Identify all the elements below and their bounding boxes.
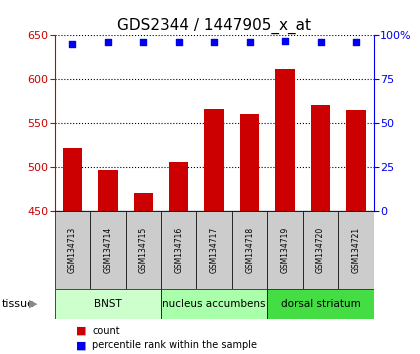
Point bbox=[176, 40, 182, 45]
Bar bbox=[63, 148, 82, 211]
Text: GSM134720: GSM134720 bbox=[316, 227, 325, 273]
FancyBboxPatch shape bbox=[161, 289, 268, 319]
FancyBboxPatch shape bbox=[55, 289, 161, 319]
Text: ■: ■ bbox=[76, 326, 86, 336]
Text: tissue: tissue bbox=[2, 298, 35, 309]
Text: nucleus accumbens: nucleus accumbens bbox=[163, 298, 266, 309]
Bar bbox=[134, 193, 153, 211]
FancyBboxPatch shape bbox=[303, 211, 339, 289]
Point bbox=[211, 40, 218, 45]
Text: BNST: BNST bbox=[94, 298, 122, 309]
Point bbox=[140, 40, 147, 45]
FancyBboxPatch shape bbox=[90, 211, 126, 289]
Bar bbox=[346, 110, 366, 211]
FancyBboxPatch shape bbox=[197, 211, 232, 289]
Text: GSM134714: GSM134714 bbox=[103, 227, 112, 273]
Point bbox=[282, 38, 289, 44]
Text: GSM134718: GSM134718 bbox=[245, 227, 254, 273]
Bar bbox=[98, 170, 118, 211]
Bar bbox=[205, 109, 224, 211]
FancyBboxPatch shape bbox=[268, 211, 303, 289]
Text: percentile rank within the sample: percentile rank within the sample bbox=[92, 340, 257, 350]
Bar bbox=[311, 105, 331, 211]
Text: GSM134719: GSM134719 bbox=[281, 227, 290, 273]
Point bbox=[105, 40, 111, 45]
FancyBboxPatch shape bbox=[339, 211, 374, 289]
Text: count: count bbox=[92, 326, 120, 336]
FancyBboxPatch shape bbox=[126, 211, 161, 289]
Point bbox=[353, 40, 360, 45]
Point bbox=[317, 40, 324, 45]
FancyBboxPatch shape bbox=[268, 289, 374, 319]
Text: dorsal striatum: dorsal striatum bbox=[281, 298, 360, 309]
Text: ■: ■ bbox=[76, 340, 86, 350]
FancyBboxPatch shape bbox=[232, 211, 268, 289]
Title: GDS2344 / 1447905_x_at: GDS2344 / 1447905_x_at bbox=[117, 18, 311, 34]
Point bbox=[69, 41, 76, 47]
Text: GSM134721: GSM134721 bbox=[352, 227, 360, 273]
Bar bbox=[169, 162, 189, 211]
Text: ▶: ▶ bbox=[29, 298, 37, 309]
Point bbox=[246, 40, 253, 45]
Text: GSM134716: GSM134716 bbox=[174, 227, 183, 273]
Bar bbox=[276, 69, 295, 211]
Text: GSM134715: GSM134715 bbox=[139, 227, 148, 273]
Bar bbox=[240, 114, 260, 211]
FancyBboxPatch shape bbox=[55, 211, 90, 289]
FancyBboxPatch shape bbox=[161, 211, 197, 289]
Text: GSM134713: GSM134713 bbox=[68, 227, 77, 273]
Text: GSM134717: GSM134717 bbox=[210, 227, 219, 273]
